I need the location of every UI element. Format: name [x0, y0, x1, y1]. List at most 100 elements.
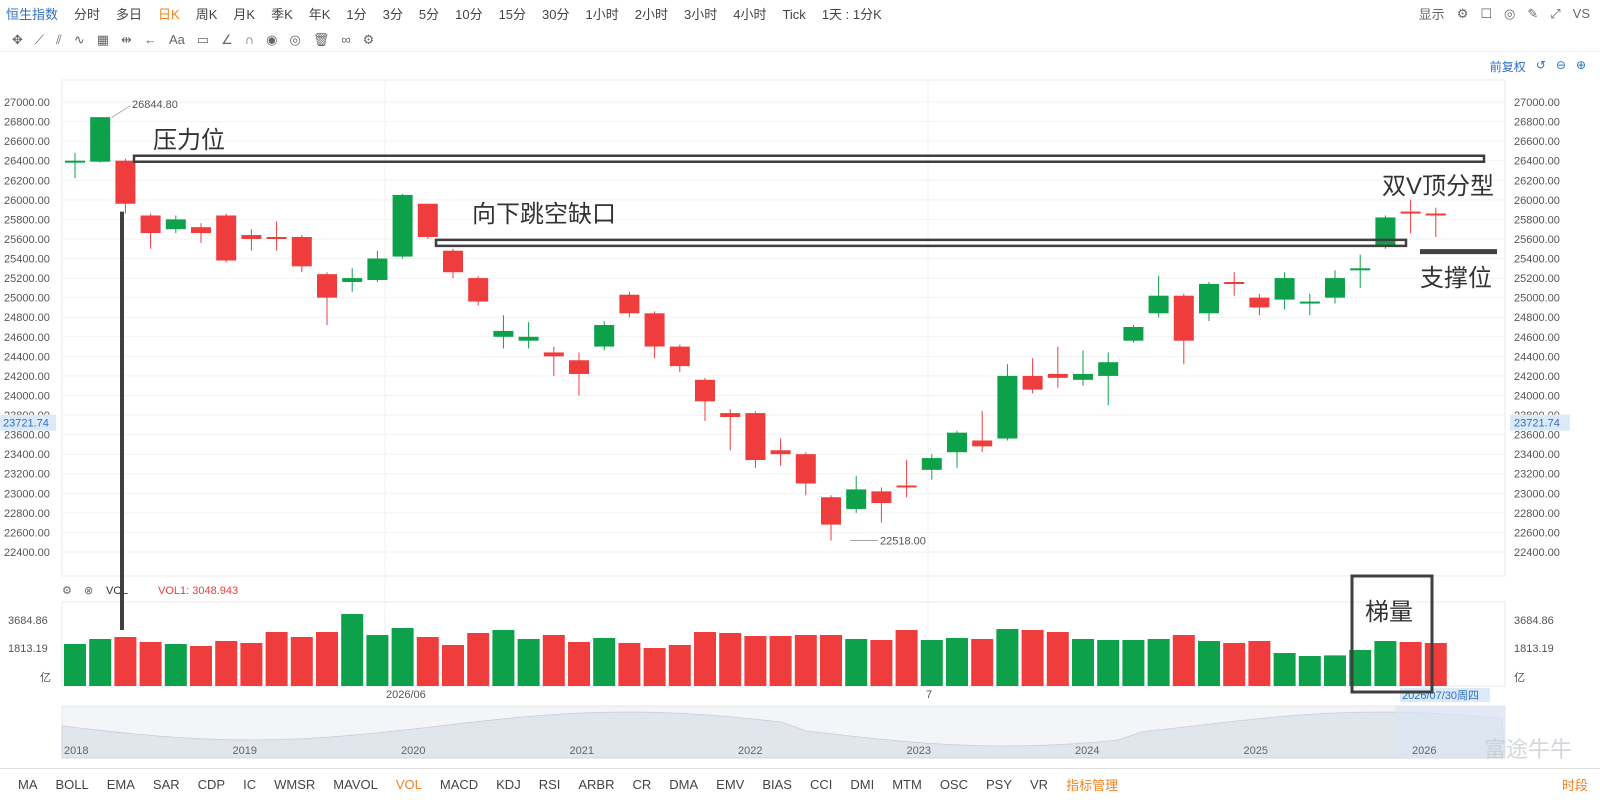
indicator-tab-15[interactable]: EMV [716, 777, 745, 792]
zoom-out-icon[interactable]: ⊖ [1555, 58, 1566, 72]
period-11[interactable]: 15分 [498, 6, 527, 22]
volume-bar [794, 635, 817, 686]
indicator-tab-7[interactable]: MAVOL [333, 777, 378, 792]
indicator-tab-22[interactable]: VR [1030, 777, 1049, 792]
period-18[interactable]: 1天 : 1分K [821, 6, 882, 22]
time-segment-button[interactable]: 时段 [1561, 778, 1588, 793]
wave-tool-icon[interactable]: ∿ [73, 31, 85, 47]
fullscreen-icon[interactable]: ⤢ [1550, 5, 1561, 21]
period-16[interactable]: 4小时 [733, 6, 767, 22]
comment-tool-icon[interactable]: ▭ [196, 31, 210, 47]
resistance-line [132, 154, 1486, 163]
reset-icon[interactable]: ↺ [1535, 58, 1546, 72]
move-icon[interactable]: ✥ [12, 31, 23, 47]
period-8[interactable]: 3分 [382, 6, 403, 22]
period-10[interactable]: 10分 [455, 6, 483, 22]
volume-bar [1147, 639, 1170, 686]
period-1[interactable]: 多日 [116, 6, 143, 22]
measure-tool-icon[interactable]: ⇹ [121, 31, 132, 47]
vol-tick-left: 1813.19 [8, 643, 48, 655]
camera-icon[interactable]: ◎ [1504, 5, 1516, 21]
high-leader [111, 105, 131, 118]
period-5[interactable]: 季K [271, 6, 293, 22]
period-14[interactable]: 2小时 [634, 6, 668, 22]
period-6[interactable]: 年K [308, 6, 331, 22]
fib-tool-icon[interactable]: ▦ [96, 31, 110, 47]
channel-tool-icon[interactable]: ⫽ [56, 31, 62, 47]
candle-body [165, 219, 186, 230]
display-menu[interactable]: 显示 [1418, 7, 1445, 22]
indicator-tab-18[interactable]: DMI [850, 777, 875, 792]
volume-bar [1374, 641, 1397, 686]
zoom-in-icon[interactable]: ⊕ [1575, 58, 1586, 72]
arrow-tool-icon[interactable]: ← [143, 32, 157, 47]
text-tool-icon[interactable]: Aa [168, 32, 185, 47]
line-tool-icon[interactable]: ⟋ [34, 31, 45, 47]
watermark-logo: 富途牛牛 [1483, 737, 1572, 762]
indicator-tab-9[interactable]: MACD [439, 777, 479, 792]
adjust-mode[interactable]: 前复权 [1489, 60, 1526, 74]
candle-body [1199, 283, 1219, 314]
period-2[interactable]: 日K [158, 6, 180, 22]
indicator-tab-10[interactable]: KDJ [496, 777, 521, 792]
vs-button[interactable]: VS [1572, 6, 1590, 21]
indicator-tab-19[interactable]: MTM [892, 777, 922, 792]
indicator-tab-14[interactable]: DMA [669, 777, 699, 792]
price-tick-right: 27000.00 [1514, 97, 1560, 109]
angle-tool-icon[interactable]: ∠ [221, 31, 233, 47]
price-tick-left: 26600.00 [4, 136, 50, 148]
pen-icon[interactable]: ✎ [1527, 5, 1539, 21]
candle-body [392, 194, 413, 257]
volume-bar [920, 640, 943, 686]
volume-bar [618, 643, 641, 686]
candlestick-chart[interactable]: 27000.00 27000.00 26800.00 26800.00 26600.00… [0, 78, 1600, 768]
visibility-icon[interactable]: ◉ [266, 31, 278, 47]
volume-bar [1399, 642, 1422, 686]
indicator-tab-1[interactable]: BOLL [55, 777, 89, 792]
indicator-tab-2[interactable]: EMA [106, 777, 135, 792]
eye-icon[interactable]: ◎ [289, 31, 301, 47]
volume-bar [971, 639, 994, 686]
period-17[interactable]: Tick [782, 6, 806, 22]
candle-body [1400, 211, 1421, 214]
period-13[interactable]: 1小时 [585, 6, 619, 22]
period-15[interactable]: 3小时 [683, 6, 718, 22]
period-12[interactable]: 30分 [542, 6, 570, 22]
indicator-tab-13[interactable]: CR [632, 777, 652, 792]
indicator-tab-3[interactable]: SAR [152, 777, 180, 792]
indicator-tab-0[interactable]: MA [18, 777, 38, 792]
indicator-tab-23[interactable]: 指标管理 [1066, 778, 1119, 793]
period-4[interactable]: 月K [233, 6, 256, 22]
candle-body [871, 491, 892, 504]
candle-body [795, 454, 816, 484]
square-icon[interactable]: ☐ [1480, 5, 1492, 21]
candle-body [241, 235, 262, 239]
symbol-name[interactable]: 恒生指数 [6, 6, 59, 22]
link-icon[interactable]: ∞ [341, 32, 351, 47]
price-tick-left: 22400.00 [4, 547, 50, 559]
trash-icon[interactable]: 🗑 [312, 31, 330, 47]
indicator-tab-6[interactable]: WMSR [274, 777, 316, 792]
candle-body [543, 352, 564, 357]
indicator-tab-5[interactable]: IC [243, 777, 257, 792]
indicator-tab-8[interactable]: VOL [395, 777, 422, 792]
indicator-tab-4[interactable]: CDP [197, 777, 226, 792]
candle-body [1047, 373, 1068, 378]
period-9[interactable]: 5分 [418, 6, 440, 22]
indicator-tab-17[interactable]: CCI [809, 777, 833, 792]
period-0[interactable]: 分时 [74, 6, 101, 22]
candle-body [140, 215, 161, 234]
period-3[interactable]: 周K [195, 6, 218, 22]
indicator-tab-20[interactable]: OSC [939, 777, 968, 792]
settings-small-icon[interactable]: ⚙ [362, 31, 375, 47]
indicator-tab-11[interactable]: RSI [538, 777, 561, 792]
period-7[interactable]: 1分 [346, 6, 367, 22]
indicator-tab-16[interactable]: BIAS [762, 777, 792, 792]
vol-name: VOL [106, 585, 128, 597]
volume-bar [1223, 643, 1246, 686]
candle-body [1148, 295, 1169, 314]
indicator-tab-12[interactable]: ARBR [578, 777, 615, 792]
indicator-tab-21[interactable]: PSY [985, 777, 1012, 792]
settings-icon[interactable]: ⚙ [1456, 5, 1469, 21]
magnet-icon[interactable]: ∩ [244, 32, 255, 47]
